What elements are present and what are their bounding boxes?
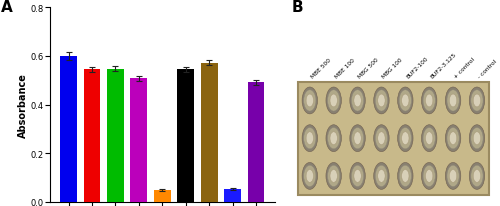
Circle shape [328, 165, 340, 187]
Circle shape [402, 95, 409, 107]
Circle shape [423, 165, 436, 187]
Circle shape [402, 132, 409, 145]
Circle shape [304, 165, 316, 187]
Circle shape [399, 128, 411, 149]
Circle shape [328, 128, 340, 149]
Circle shape [330, 95, 338, 107]
Circle shape [447, 165, 459, 187]
Text: MBE 100: MBE 100 [334, 58, 355, 79]
Circle shape [352, 128, 364, 149]
Circle shape [376, 128, 388, 149]
Circle shape [378, 132, 385, 145]
Circle shape [469, 125, 484, 152]
Bar [248, 83, 264, 202]
Circle shape [304, 128, 316, 149]
Bar [154, 190, 171, 202]
Circle shape [399, 165, 411, 187]
Circle shape [426, 170, 433, 182]
Circle shape [378, 95, 385, 107]
Circle shape [426, 132, 433, 145]
Bar [130, 79, 148, 202]
Circle shape [306, 95, 314, 107]
Circle shape [423, 128, 436, 149]
Circle shape [304, 90, 316, 111]
Y-axis label: Absorbance: Absorbance [18, 73, 28, 137]
Circle shape [474, 95, 480, 107]
Circle shape [326, 125, 342, 152]
Circle shape [374, 88, 389, 114]
Circle shape [469, 163, 484, 190]
Circle shape [446, 125, 461, 152]
Circle shape [399, 90, 411, 111]
Circle shape [398, 88, 413, 114]
Circle shape [352, 165, 364, 187]
Circle shape [330, 170, 338, 182]
Text: B: B [292, 0, 304, 15]
Circle shape [326, 88, 342, 114]
Circle shape [354, 170, 361, 182]
Circle shape [328, 90, 340, 111]
Circle shape [471, 90, 483, 111]
Bar [60, 57, 77, 202]
Bar [224, 189, 241, 202]
Circle shape [374, 163, 389, 190]
Circle shape [450, 132, 456, 145]
Circle shape [302, 88, 318, 114]
Circle shape [447, 128, 459, 149]
Circle shape [378, 170, 385, 182]
Circle shape [374, 125, 389, 152]
Circle shape [302, 125, 318, 152]
Circle shape [354, 95, 361, 107]
Circle shape [302, 163, 318, 190]
Text: MBE 500: MBE 500 [310, 57, 332, 79]
Circle shape [446, 163, 461, 190]
Circle shape [471, 128, 483, 149]
Circle shape [376, 90, 388, 111]
Text: - control: - control [477, 59, 498, 79]
Circle shape [354, 132, 361, 145]
Circle shape [423, 90, 436, 111]
Circle shape [422, 88, 437, 114]
Text: A: A [0, 0, 12, 15]
Circle shape [350, 88, 366, 114]
Text: BUF2-100: BUF2-100 [406, 56, 429, 79]
Circle shape [422, 125, 437, 152]
Text: + control: + control [453, 57, 476, 79]
Text: BUF2-3.125: BUF2-3.125 [429, 52, 457, 79]
Circle shape [447, 90, 459, 111]
Circle shape [306, 170, 314, 182]
Circle shape [306, 132, 314, 145]
Circle shape [426, 95, 433, 107]
Circle shape [402, 170, 409, 182]
Circle shape [474, 132, 480, 145]
Circle shape [474, 170, 480, 182]
Circle shape [398, 125, 413, 152]
Circle shape [471, 165, 483, 187]
Circle shape [326, 163, 342, 190]
Text: MBG 100: MBG 100 [382, 57, 404, 79]
Bar [200, 63, 218, 202]
Text: MBG 500: MBG 500 [358, 57, 380, 79]
Circle shape [376, 165, 388, 187]
Circle shape [422, 163, 437, 190]
Bar [84, 70, 100, 202]
Circle shape [350, 125, 366, 152]
Circle shape [450, 170, 456, 182]
Bar [107, 69, 124, 202]
Circle shape [398, 163, 413, 190]
Circle shape [446, 88, 461, 114]
Circle shape [469, 88, 484, 114]
Circle shape [330, 132, 338, 145]
Circle shape [352, 90, 364, 111]
Circle shape [350, 163, 366, 190]
Circle shape [450, 95, 456, 107]
Bar [178, 70, 194, 202]
FancyBboxPatch shape [298, 82, 489, 195]
